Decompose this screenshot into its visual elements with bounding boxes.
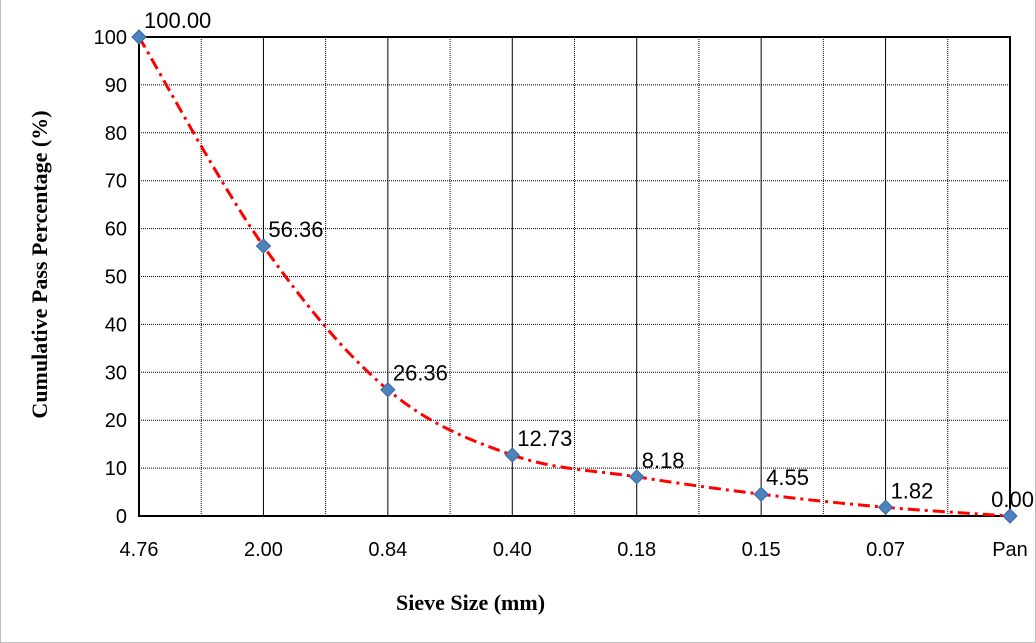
y-tick-label: 40 [105,314,127,336]
y-axis-title: Cumulative Pass Percentage (%) [27,110,52,418]
data-point-marker [1002,508,1018,524]
data-labels: 100.00 56.36 26.36 12.73 8.18 4.55 1.82 0.00 [144,8,1034,512]
y-tick-label: 70 [105,171,127,193]
x-axis-title: Sieve Size (mm) [396,590,545,615]
data-label: 26.36 [393,361,448,386]
series-markers [131,29,1018,524]
grid-layer [139,36,1010,517]
x-tick-label: 0.84 [368,539,407,561]
data-label: 0.00 [991,487,1034,512]
x-tick-label: 0.40 [493,539,532,561]
x-tick-label: Pan [992,539,1028,561]
data-point-marker [877,499,894,515]
data-label: 12.73 [517,426,572,451]
data-label: 4.55 [766,465,809,490]
x-tick-label: 2.00 [244,539,283,561]
y-tick-label: 10 [105,458,127,480]
data-point-marker [255,238,272,254]
y-tick-label: 30 [105,362,127,384]
y-tick-label: 100 [94,27,127,49]
data-point-marker [131,29,147,45]
data-point-marker [380,382,396,398]
data-label: 1.82 [891,478,934,503]
y-tick-label: 50 [105,267,127,289]
data-point-marker [504,447,520,463]
data-point-marker [753,486,769,502]
data-label: 56.36 [268,217,323,242]
x-tick-label: 0.07 [866,539,905,561]
data-label: 100.00 [144,8,211,33]
y-axis-tick-labels: 0 10 20 30 40 50 60 70 80 90 100 [94,27,127,528]
data-label: 8.18 [642,448,685,473]
x-axis-tick-labels: 4.76 2.00 0.84 0.40 0.18 0.15 0.07 Pan [120,539,1028,561]
x-tick-label: 0.15 [742,539,781,561]
x-tick-label: 4.76 [120,539,159,561]
y-tick-label: 60 [105,219,127,241]
data-point-marker [629,469,645,485]
plot-area-border [138,36,1011,517]
y-tick-label: 90 [105,75,127,97]
x-tick-label: 0.18 [617,539,656,561]
y-tick-label: 80 [105,123,127,145]
y-tick-label: 0 [116,506,127,528]
y-tick-label: 20 [105,410,127,432]
